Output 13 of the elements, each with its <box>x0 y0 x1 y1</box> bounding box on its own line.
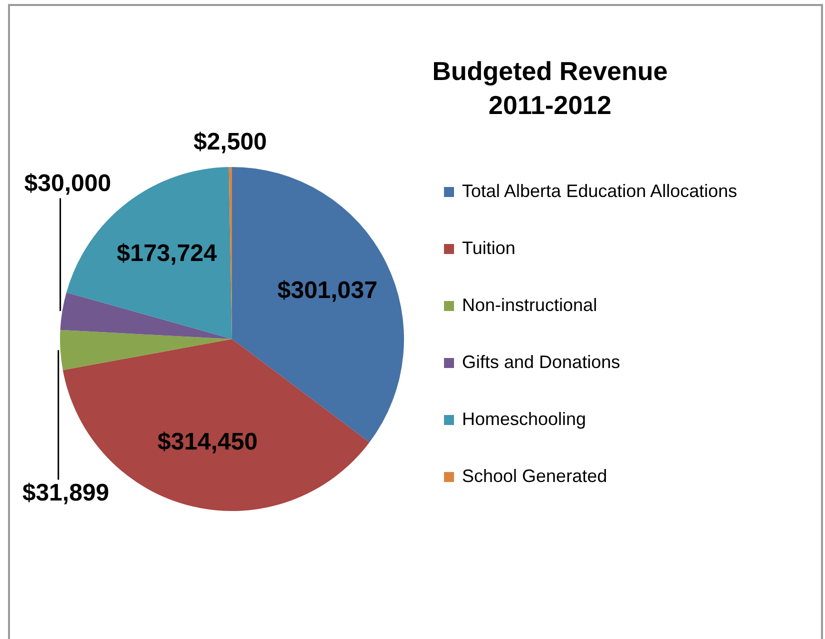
chart-title: Budgeted Revenue 2011-2012 <box>431 55 669 122</box>
data-label: $30,000 <box>24 170 112 197</box>
data-label: $2,500 <box>193 128 267 156</box>
data-label: $173,724 <box>116 240 218 268</box>
legend-label: Tuition <box>462 238 516 258</box>
legend-label: Gifts and Donations <box>462 352 620 372</box>
data-label: $31,899 <box>22 479 110 506</box>
legend-label: School Generated <box>462 466 608 486</box>
data-label: $301,037 <box>277 277 378 304</box>
legend-label: Non-instructional <box>462 295 598 315</box>
data-label: $314,450 <box>157 428 258 456</box>
legend-label: Total Alberta Education Allocations <box>462 181 738 201</box>
legend-label: Homeschooling <box>462 409 586 429</box>
